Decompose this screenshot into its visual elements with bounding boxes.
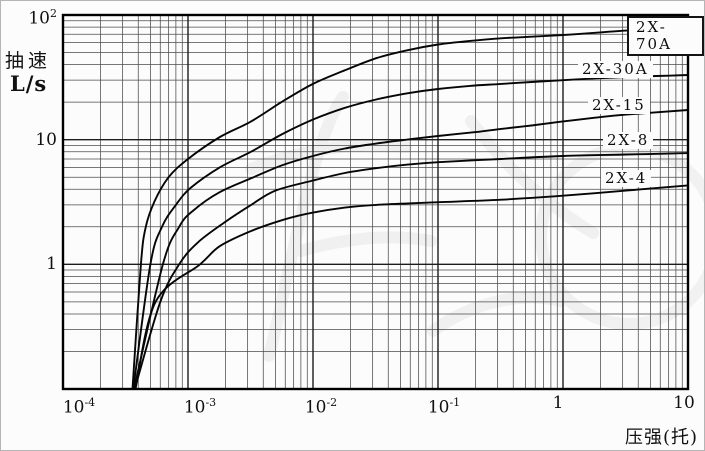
x-axis-title: 压强(托) <box>625 427 699 448</box>
x-tick-label: 10 <box>673 393 695 413</box>
x-tick-label: 10-3 <box>183 396 217 418</box>
curve-label-2X-30A: 2X-30A <box>578 61 653 78</box>
y-axis-title-line1: 抽速 <box>5 50 52 72</box>
curve-label-2X-70A: 2X-70A <box>627 16 704 56</box>
x-tick-label: 1 <box>552 393 564 413</box>
x-tick-label: 10-4 <box>62 396 96 418</box>
x-tick-label: 10-1 <box>427 396 461 418</box>
y-axis-title-line2: L/s <box>10 71 48 96</box>
y-tick-label: 10 <box>35 130 57 150</box>
curve-2X-70A <box>131 26 689 390</box>
curve-2X-30A <box>132 74 689 390</box>
y-tick-label: 1 <box>46 254 57 274</box>
curve-2X-4 <box>134 184 689 390</box>
curve-2X-8 <box>133 152 689 390</box>
curve-label-2X-4: 2X-4 <box>601 170 652 187</box>
x-tick-label: 10-2 <box>304 396 338 418</box>
curve-2X-15 <box>133 109 689 390</box>
curve-label-2X-15: 2X-15 <box>588 97 650 114</box>
plot-frame <box>61 13 690 391</box>
curve-label-2X-8: 2X-8 <box>603 132 654 149</box>
y-tick-label: 102 <box>28 7 57 29</box>
